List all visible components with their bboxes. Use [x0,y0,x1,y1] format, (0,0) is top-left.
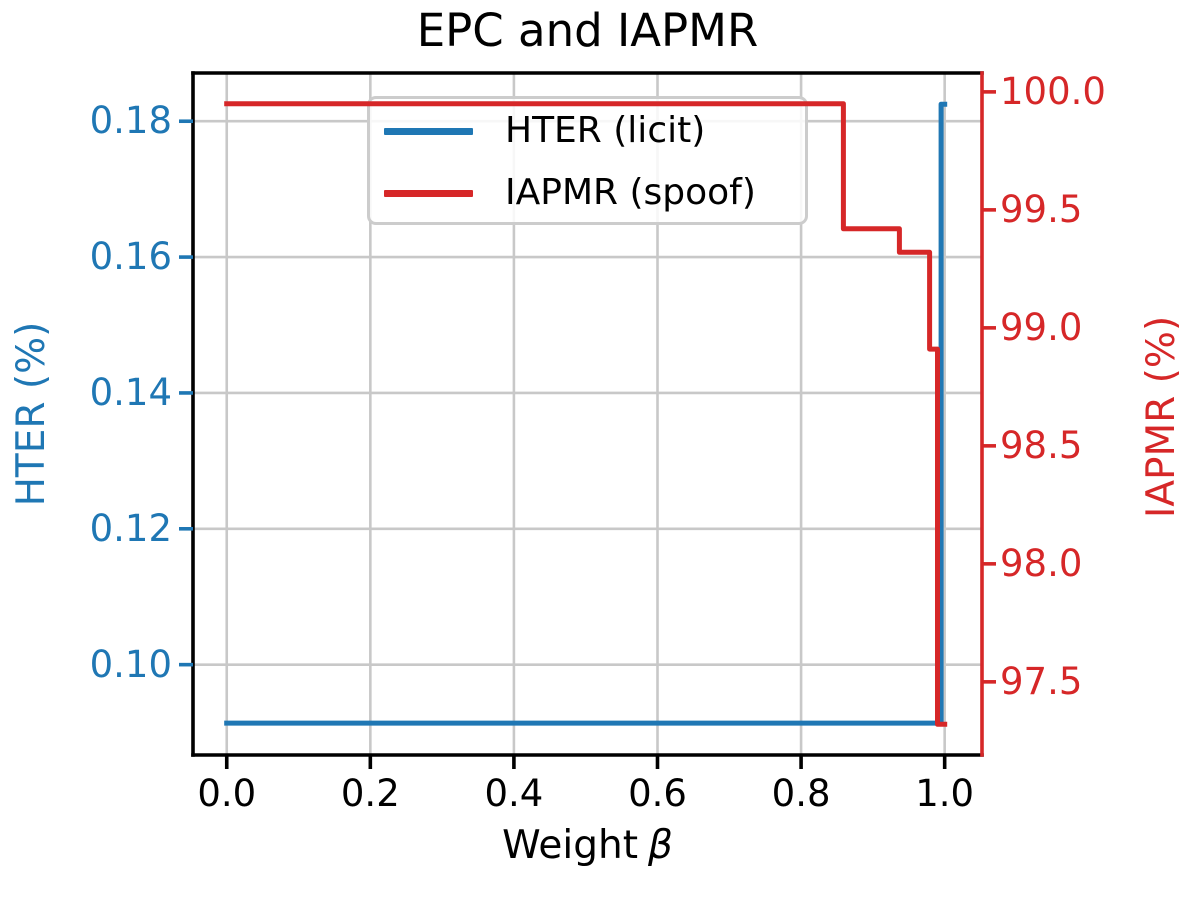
line-iapmr-spoof [224,101,948,727]
x-axis-label: Weight β [193,820,982,872]
legend-label-hter: HTER (licit) [505,110,706,151]
y-right-tick-label: 99.5 [1000,187,1083,231]
y-right-tick-label: 100.0 [1000,69,1106,113]
y-right-tick-label: 97.5 [1000,659,1083,703]
y-left-tick-label: 0.14 [89,370,172,414]
x-tick-label: 0.6 [628,772,687,815]
y-left-tick-label: 0.18 [89,99,172,143]
beta-symbol: β [647,823,673,868]
x-tick-label: 0.4 [484,772,544,815]
y-axis-label-left: HTER (%) [9,321,54,507]
x-axis-label-text: Weight [502,823,638,868]
y-left-tick-label: 0.12 [89,506,172,550]
y-axis-label-right: IAPMR (%) [1139,315,1184,519]
y-right-tick-label: 98.0 [1000,541,1083,585]
y-left-tick-label: 0.16 [89,235,172,279]
legend: HTER (licit) IAPMR (spoof) [367,96,808,225]
chart-title: EPC and IAPMR [416,4,759,57]
y-right-tick-label: 98.5 [1000,423,1083,467]
x-tick-label: 1.0 [915,772,975,815]
y-left-tick-label: 0.10 [89,642,172,686]
y-right-tick-label: 99.0 [1000,305,1083,349]
legend-swatch-iapmr-icon [384,190,473,197]
line-hter-licit [224,101,948,726]
x-tick-label: 0.8 [771,772,831,815]
legend-label-iapmr: IAPMR (spoof) [505,172,756,213]
x-tick-label: 0.0 [197,772,257,815]
legend-swatch-hter-icon [384,128,473,135]
x-tick-label: 0.2 [340,772,400,815]
